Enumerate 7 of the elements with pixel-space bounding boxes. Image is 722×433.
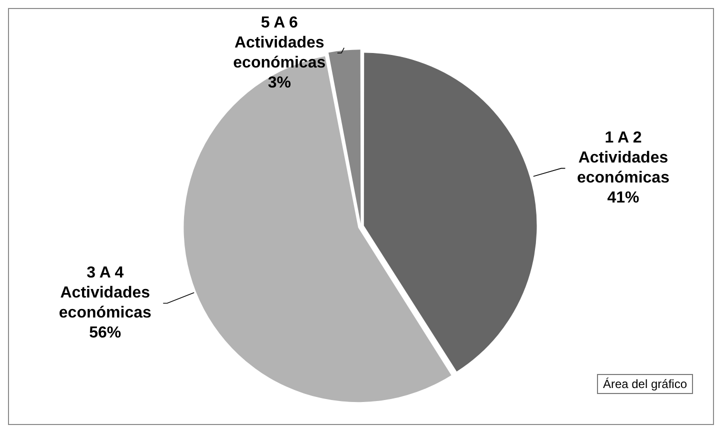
slice-label: 1 A 2 Actividades económicas (576, 130, 670, 187)
data-label: 41% (607, 190, 640, 207)
data-label: 3% (268, 74, 291, 92)
slice-label: 5 A 6 Actividades económicas (233, 14, 326, 72)
slice-label: 3 A 4 Actividades económicas (58, 264, 152, 322)
text: Área del gráfico (596, 374, 693, 394)
data-label: 56% (89, 324, 122, 342)
